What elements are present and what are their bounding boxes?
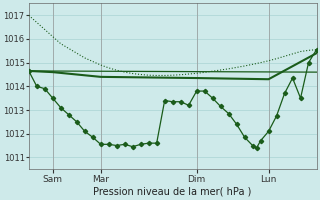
X-axis label: Pression niveau de la mer( hPa ): Pression niveau de la mer( hPa ): [93, 187, 252, 197]
